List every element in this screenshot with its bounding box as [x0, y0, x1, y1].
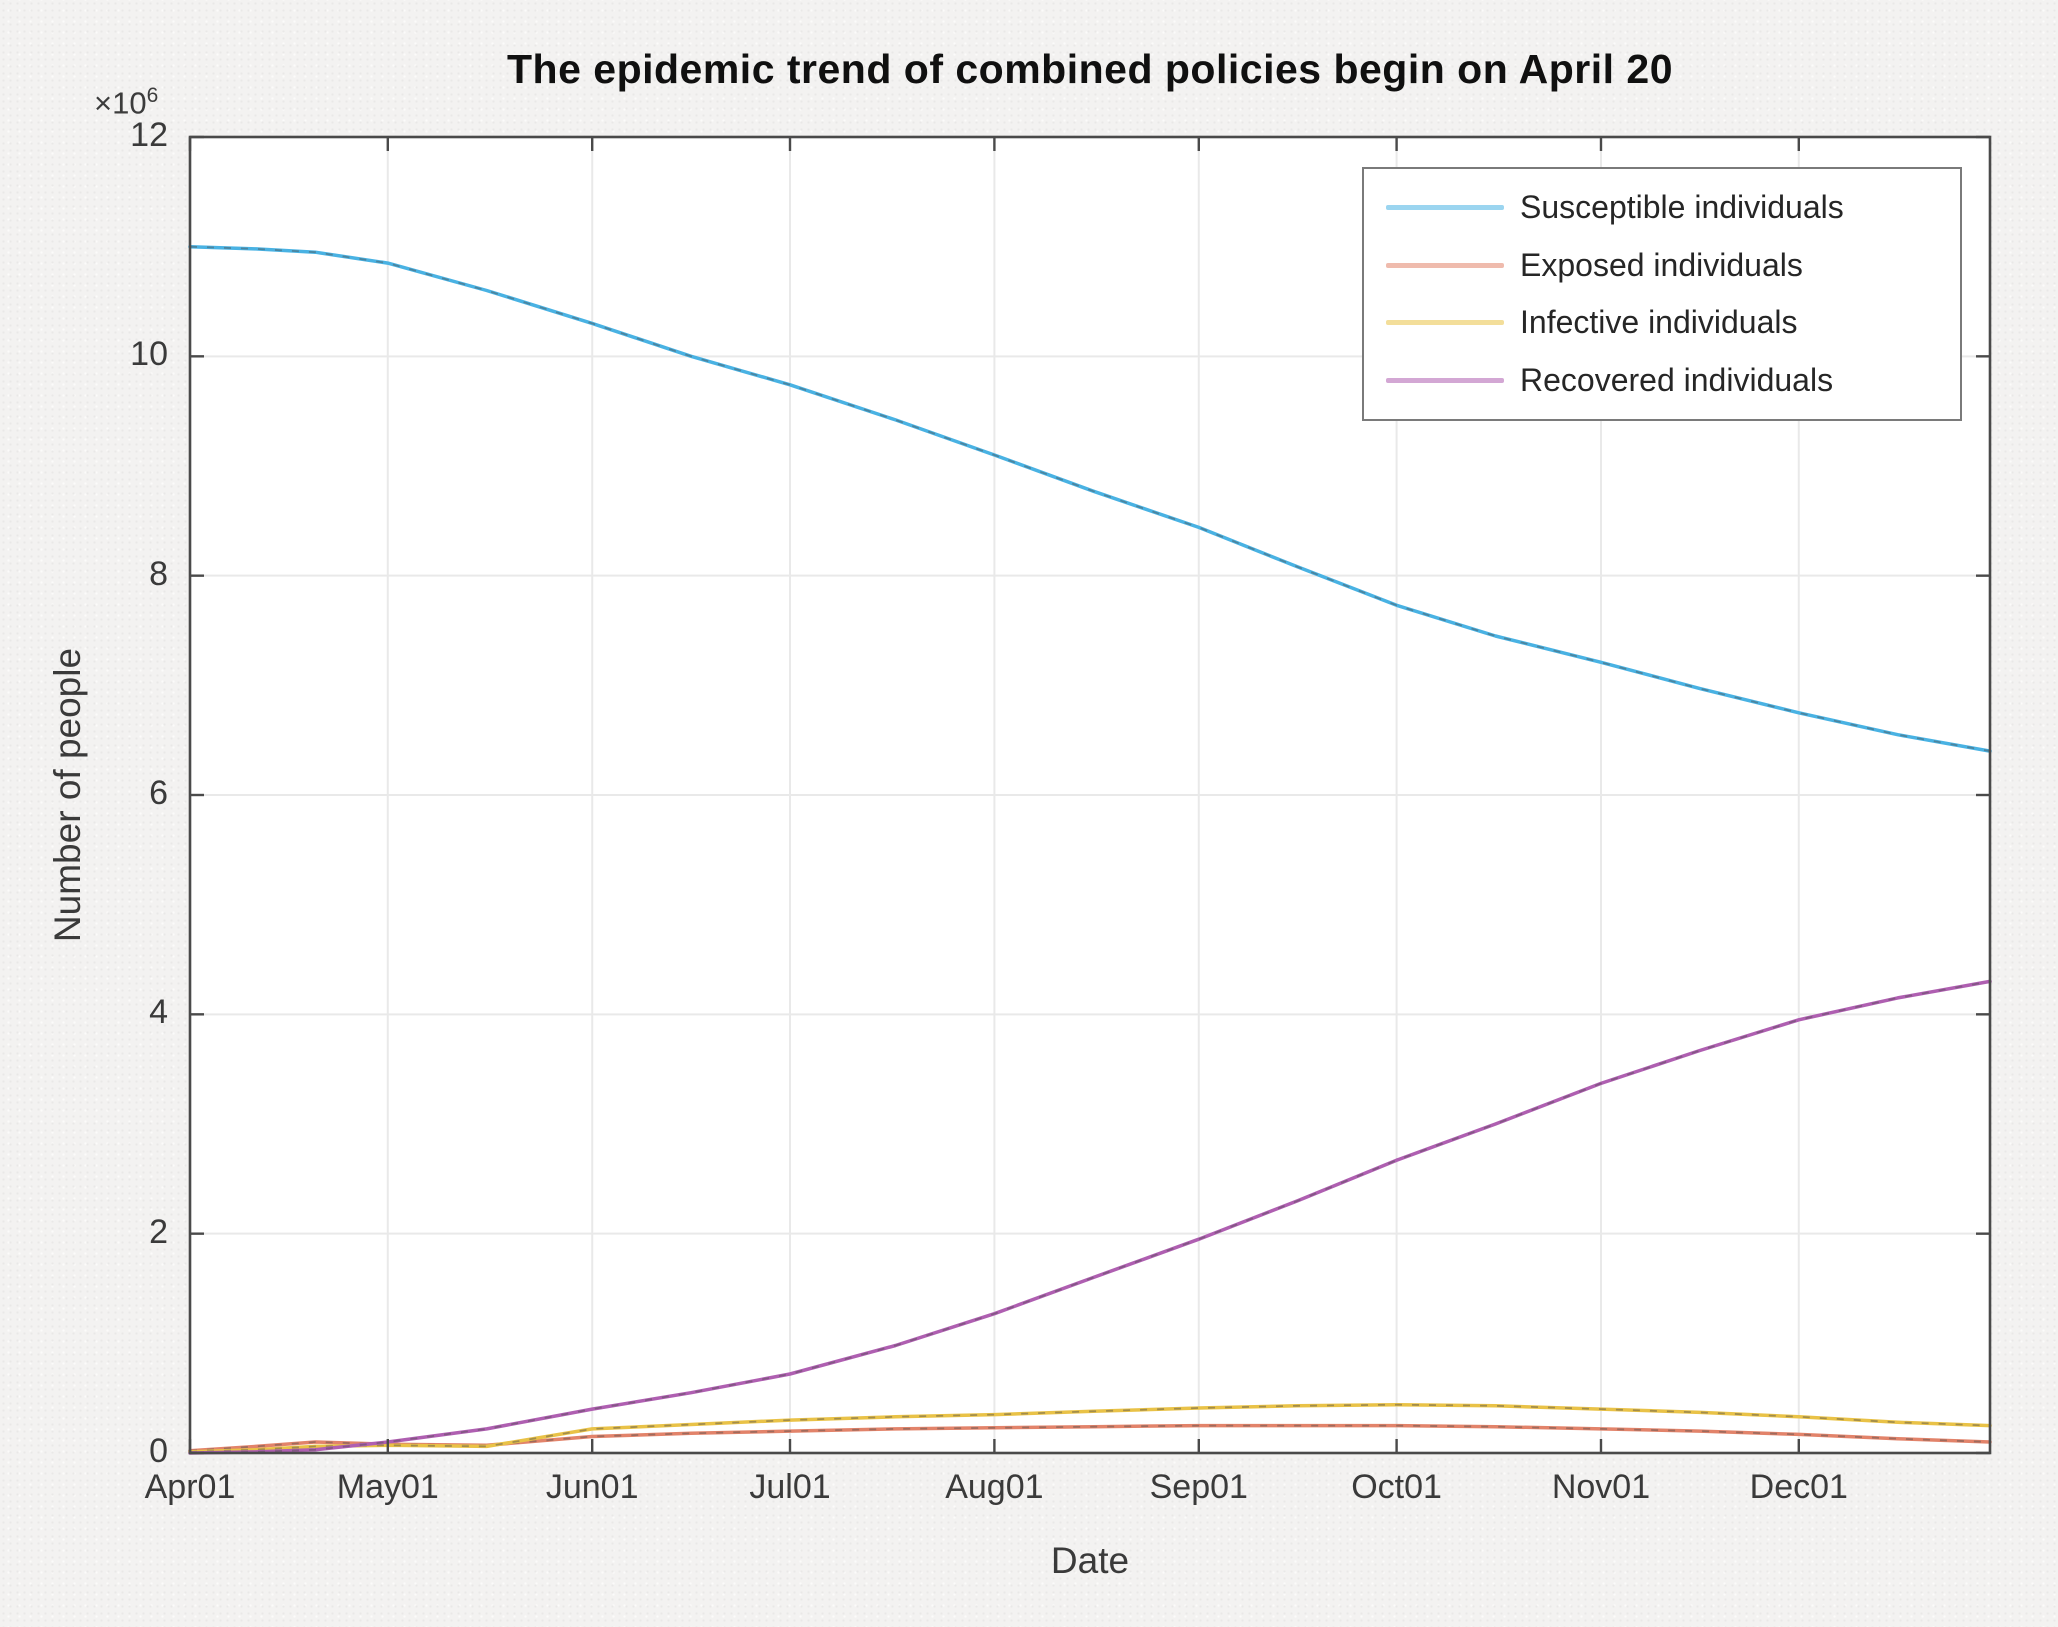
y-tick-label: 4 [149, 993, 168, 1032]
x-tick-label: Jul01 [749, 1468, 831, 1506]
y-axis-label: Number of people [47, 647, 88, 943]
legend-swatch [1386, 205, 1504, 211]
series-line-recovered [188, 979, 1992, 1455]
x-tick-label: Nov01 [1551, 1468, 1651, 1506]
x-tick-label: May01 [336, 1468, 439, 1506]
series-line-dash-exposed [189, 1424, 1991, 1452]
series-line-dash-recovered [189, 980, 1991, 1454]
legend-item: Exposed individuals [1364, 247, 1960, 284]
y-tick-label: 0 [149, 1432, 168, 1470]
y-tick-label: 10 [130, 335, 168, 374]
x-tick-label: Jun01 [545, 1468, 639, 1506]
legend-label: Infective individuals [1520, 304, 1798, 341]
legend-item: Recovered individuals [1364, 362, 1960, 399]
series-line-susceptible [188, 244, 1992, 753]
legend-label: Susceptible individuals [1520, 189, 1844, 226]
y-tick-label: 8 [149, 554, 168, 593]
y-tick-label: 6 [149, 774, 168, 812]
x-tick-label: Oct01 [1351, 1468, 1442, 1506]
x-axis-label: Date [1050, 1540, 1130, 1581]
y-axis-exponent: ×106 [94, 84, 158, 121]
plot-border [188, 135, 1992, 1455]
legend-swatch [1386, 377, 1504, 383]
legend-label: Exposed individuals [1520, 246, 1803, 283]
legend: Susceptible individuals Exposed individua… [1362, 167, 1962, 421]
y-axis-exponent-base: ×10 [94, 85, 147, 121]
y-tick-label: 12 [130, 116, 168, 154]
legend-item: Susceptible individuals [1364, 189, 1960, 226]
y-tick-label: 2 [149, 1212, 168, 1251]
chart-title: The epidemic trend of combined policies … [506, 46, 1674, 92]
series-line-infective [188, 1402, 1992, 1454]
x-tick-label: Apr01 [144, 1468, 236, 1506]
x-tick-label: Dec01 [1749, 1468, 1848, 1506]
legend-swatch [1386, 262, 1504, 268]
legend-swatch [1386, 320, 1504, 326]
series-line-dash-susceptible [189, 245, 1991, 752]
x-tick-label: Aug01 [945, 1468, 1044, 1506]
legend-label: Recovered individuals [1520, 361, 1834, 398]
legend-item: Infective individuals [1364, 304, 1960, 341]
series-line-dash-infective [189, 1403, 1991, 1453]
y-axis-exponent-power: 6 [146, 84, 159, 107]
x-tick-label: Sep01 [1149, 1468, 1248, 1506]
